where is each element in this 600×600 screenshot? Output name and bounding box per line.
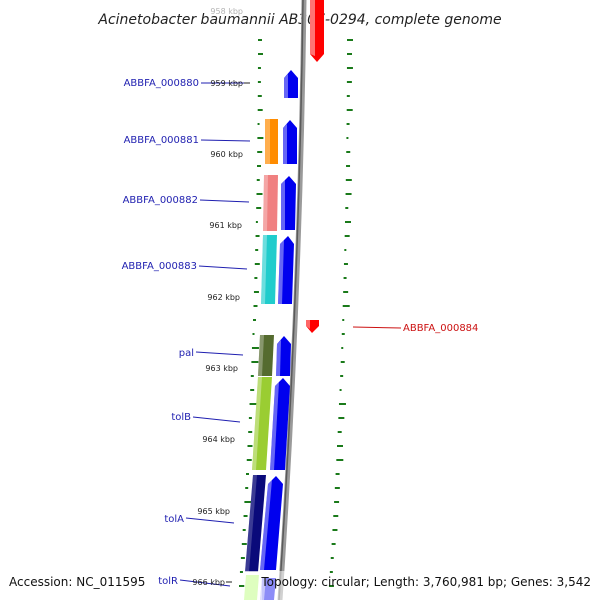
tick-959: 959 kbp <box>210 79 250 88</box>
label-ABBFA-000882[interactable]: ABBFA_000882 <box>123 195 250 206</box>
gene-ABBFA-000882-forward[interactable] <box>281 176 296 230</box>
gene-ABBFA-000881-colored[interactable] <box>265 119 278 164</box>
accession-text: Accession: NC_011595 <box>9 575 145 589</box>
tick-965: 965 kbp <box>197 507 230 516</box>
tick-960: 960 kbp <box>210 150 243 159</box>
tick-961: 961 kbp <box>209 221 242 230</box>
gene-tolB-colored[interactable] <box>252 377 272 470</box>
svg-text:958 kbp: 958 kbp <box>210 7 243 16</box>
dotted-track-right <box>328 39 353 587</box>
dotted-track-left <box>238 39 264 587</box>
tick-964: 964 kbp <box>202 435 235 444</box>
scale-ticks: 958 kbp 959 kbp 960 kbp 961 kbp 962 kbp … <box>192 7 250 587</box>
gene-ABBFA-000883-colored[interactable] <box>261 235 277 304</box>
gene-pal-forward[interactable] <box>276 336 291 376</box>
forward-strand-genes <box>260 70 298 600</box>
label-ABBFA-000884[interactable]: ABBFA_000884 <box>352 323 478 334</box>
gene-pal-colored[interactable] <box>258 335 274 376</box>
genome-backbone <box>277 0 307 600</box>
svg-text:959 kbp: 959 kbp <box>210 79 243 88</box>
gene-tolB-forward[interactable] <box>270 378 290 470</box>
svg-text:962 kbp: 962 kbp <box>207 293 240 302</box>
gene-ABBFA-000883-forward[interactable] <box>278 236 294 304</box>
tick-966: 966 kbp <box>192 578 232 587</box>
gene-ABBFA-000880-forward[interactable] <box>284 70 298 98</box>
label-ABBFA-000883[interactable]: ABBFA_000883 <box>122 261 248 272</box>
label-tolA[interactable]: tolA <box>164 514 235 525</box>
svg-text:965 kbp: 965 kbp <box>197 507 230 516</box>
svg-text:tolB: tolB <box>171 412 191 423</box>
gene-ABBFA-000882-colored[interactable] <box>263 175 278 231</box>
svg-text:ABBFA_000880: ABBFA_000880 <box>124 78 199 89</box>
label-tolB[interactable]: tolB <box>171 412 241 423</box>
label-ABBFA-000881[interactable]: ABBFA_000881 <box>124 135 251 146</box>
tick-962: 962 kbp <box>207 293 240 302</box>
reverse-gene-top[interactable] <box>310 0 324 62</box>
label-ABBFA-000880[interactable]: ABBFA_000880 <box>124 78 250 89</box>
svg-text:pal: pal <box>179 348 194 359</box>
svg-text:ABBFA_000884: ABBFA_000884 <box>403 323 478 334</box>
footer: Accession: NC_011595 Topology: circular;… <box>9 571 591 600</box>
svg-text:961 kbp: 961 kbp <box>209 221 242 230</box>
svg-text:ABBFA_000882: ABBFA_000882 <box>123 195 198 206</box>
svg-text:963 kbp: 963 kbp <box>205 364 238 373</box>
svg-text:964 kbp: 964 kbp <box>202 435 235 444</box>
topology-text: Topology: circular; Length: 3,760,981 bp… <box>260 575 591 589</box>
label-tolR[interactable]: tolR <box>158 576 231 587</box>
gene-tolA-colored[interactable] <box>245 475 266 572</box>
svg-text:tolR: tolR <box>158 576 178 587</box>
svg-text:ABBFA_000881: ABBFA_000881 <box>124 135 199 146</box>
tick-963: 963 kbp <box>205 364 238 373</box>
gene-labels: ABBFA_000880 ABBFA_000881 ABBFA_000882 A… <box>122 78 479 587</box>
genome-backbone-edge <box>278 0 304 600</box>
svg-text:tolA: tolA <box>164 514 184 525</box>
gene-ABBFA-000881-forward[interactable] <box>283 120 297 164</box>
gene-tolA-forward[interactable] <box>260 476 283 570</box>
gene-ABBFA-000884-reverse[interactable] <box>306 320 319 333</box>
label-pal[interactable]: pal <box>179 348 244 359</box>
svg-text:ABBFA_000883: ABBFA_000883 <box>122 261 197 272</box>
svg-text:960 kbp: 960 kbp <box>210 150 243 159</box>
map-title: Acinetobacter baumannii AB307-0294, comp… <box>97 12 501 28</box>
svg-text:966 kbp: 966 kbp <box>192 578 225 587</box>
tick-958: 958 kbp <box>210 7 243 16</box>
